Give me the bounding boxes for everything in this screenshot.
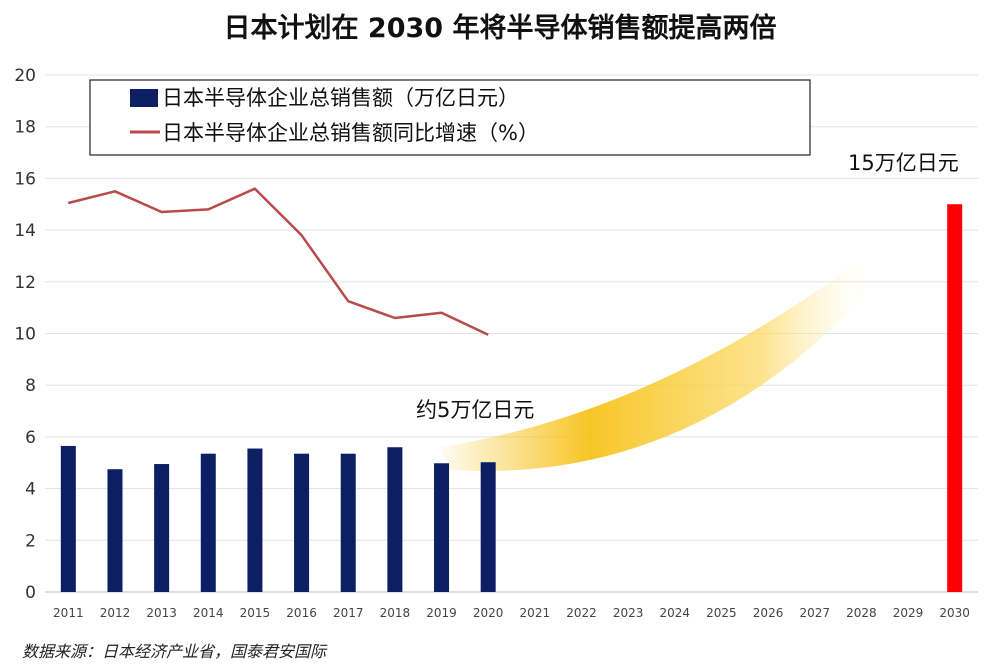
x-tick-label: 2016 [286, 606, 317, 620]
bar [387, 447, 403, 592]
y-tick-label: 0 [25, 583, 36, 603]
x-tick-label: 2028 [846, 606, 877, 620]
x-tick-label: 2019 [426, 606, 457, 620]
x-tick-label: 2030 [939, 606, 970, 620]
legend-line-label: 日本半导体企业总销售额同比增速（%） [162, 121, 539, 145]
x-tick-label: 2012 [100, 606, 131, 620]
growth-arrow [440, 262, 868, 472]
y-tick-label: 2 [25, 531, 36, 551]
bar [60, 445, 76, 592]
x-tick-label: 2022 [566, 606, 597, 620]
x-tick-label: 2024 [660, 606, 691, 620]
annotation-target: 15万亿日元 [848, 151, 959, 175]
legend-bar-swatch [130, 89, 158, 107]
legend-bar-label: 日本半导体企业总销售额（万亿日元） [162, 86, 519, 110]
x-tick-label: 2029 [893, 606, 924, 620]
bar [107, 469, 123, 592]
x-tick-label: 2021 [520, 606, 551, 620]
y-tick-label: 14 [14, 221, 36, 241]
annotation-current: 约5万亿日元 [416, 398, 534, 422]
x-axis-ticks: 2011 2012 2013 2014 2015 2016 2017 2018 2019 2020… [53, 606, 970, 620]
y-tick-label: 10 [14, 325, 36, 345]
bar [434, 463, 450, 592]
y-axis-ticks: 0 2 4 6 8 10 12 14 16 18 20 [14, 66, 36, 603]
line-series [67, 187, 489, 336]
y-tick-label: 6 [25, 428, 36, 448]
y-tick-label: 12 [14, 273, 36, 293]
growth-rate-line [67, 187, 489, 336]
x-tick-label: 2027 [799, 606, 830, 620]
x-tick-label: 2013 [146, 606, 177, 620]
chart-title: 日本计划在 2030 年将半导体销售额提高两倍 [223, 13, 777, 44]
growth-arrow-band [440, 262, 868, 472]
bar-series [60, 204, 963, 592]
bar-target [947, 204, 963, 592]
bar [247, 448, 263, 592]
x-tick-label: 2025 [706, 606, 737, 620]
x-tick-label: 2017 [333, 606, 364, 620]
x-tick-label: 2018 [380, 606, 411, 620]
x-tick-label: 2015 [240, 606, 271, 620]
y-tick-label: 20 [14, 66, 36, 86]
bar [340, 453, 356, 592]
y-tick-label: 16 [14, 169, 36, 189]
y-tick-label: 8 [25, 376, 36, 396]
bar [480, 462, 496, 592]
x-tick-label: 2026 [753, 606, 784, 620]
x-tick-label: 2020 [473, 606, 504, 620]
source-note: 数据来源：日本经济产业省，国泰君安国际 [22, 642, 327, 661]
bar [154, 464, 170, 592]
bar [200, 453, 216, 592]
y-tick-label: 4 [25, 480, 36, 500]
legend: 日本半导体企业总销售额（万亿日元） 日本半导体企业总销售额同比增速（%） [89, 79, 811, 156]
x-tick-label: 2011 [53, 606, 84, 620]
y-tick-label: 18 [14, 118, 36, 138]
bar [294, 453, 310, 592]
legend-box [89, 79, 811, 156]
x-tick-label: 2023 [613, 606, 644, 620]
x-tick-label: 2014 [193, 606, 224, 620]
